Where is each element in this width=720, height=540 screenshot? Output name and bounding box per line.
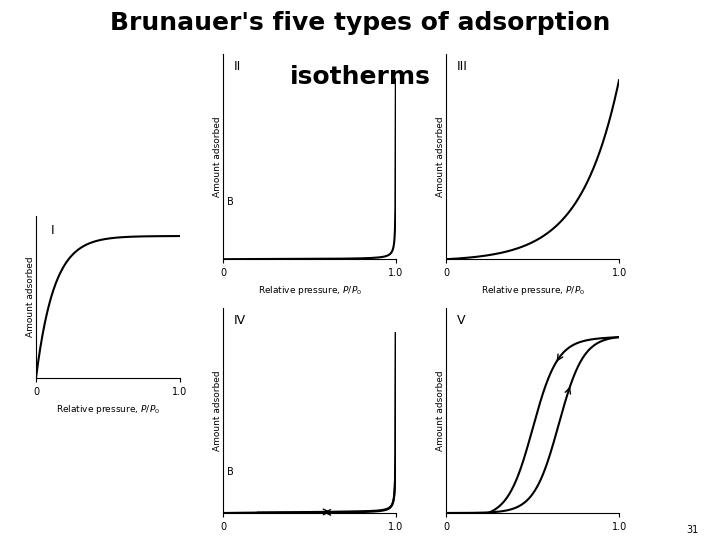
Text: IV: IV [233, 314, 246, 327]
X-axis label: Relative pressure, $P/P_0$: Relative pressure, $P/P_0$ [56, 403, 160, 416]
Text: III: III [456, 60, 468, 73]
X-axis label: Relative pressure, $P/P_0$: Relative pressure, $P/P_0$ [258, 538, 361, 540]
X-axis label: Relative pressure, $P/P_0$: Relative pressure, $P/P_0$ [481, 538, 585, 540]
Text: isotherms: isotherms [289, 65, 431, 89]
Text: Brunauer's five types of adsorption: Brunauer's five types of adsorption [110, 11, 610, 35]
Text: V: V [456, 314, 465, 327]
Y-axis label: Amount adsorbed: Amount adsorbed [213, 116, 222, 197]
Y-axis label: Amount adsorbed: Amount adsorbed [26, 256, 35, 338]
X-axis label: Relative pressure, $P/P_0$: Relative pressure, $P/P_0$ [481, 284, 585, 297]
Text: I: I [50, 224, 54, 237]
Text: 31: 31 [686, 524, 698, 535]
Y-axis label: Amount adsorbed: Amount adsorbed [436, 370, 445, 451]
Y-axis label: Amount adsorbed: Amount adsorbed [213, 370, 222, 451]
X-axis label: Relative pressure, $P/P_0$: Relative pressure, $P/P_0$ [258, 284, 361, 297]
Text: B: B [227, 197, 233, 207]
Y-axis label: Amount adsorbed: Amount adsorbed [436, 116, 445, 197]
Text: II: II [233, 60, 240, 73]
Text: B: B [227, 467, 233, 477]
